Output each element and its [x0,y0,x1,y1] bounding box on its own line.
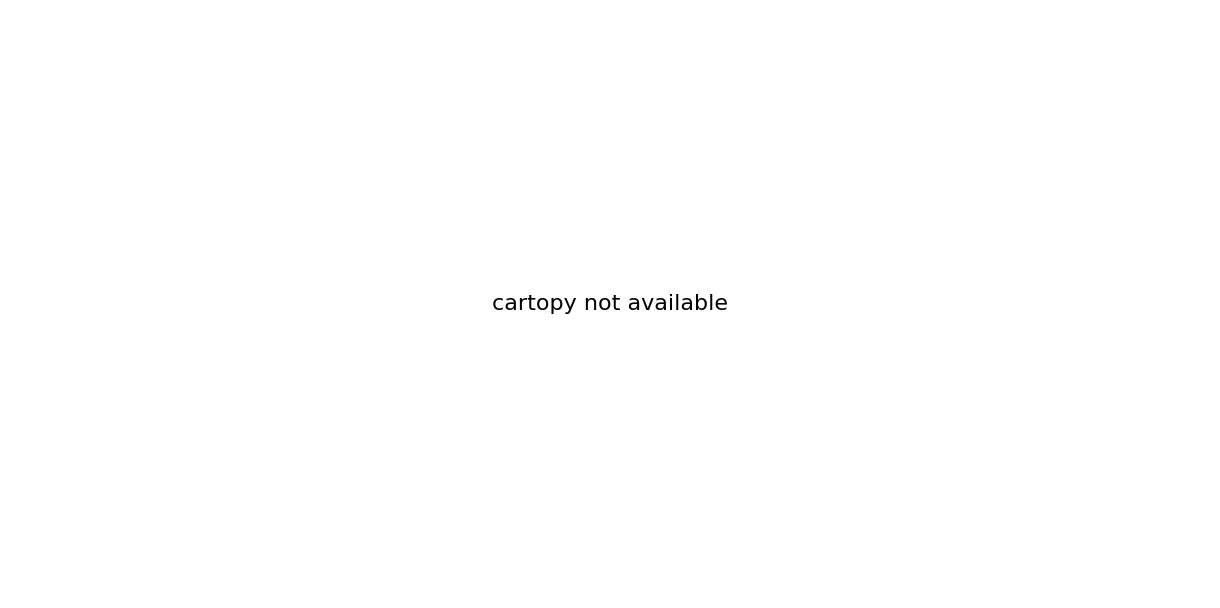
Text: cartopy not available: cartopy not available [492,294,728,314]
